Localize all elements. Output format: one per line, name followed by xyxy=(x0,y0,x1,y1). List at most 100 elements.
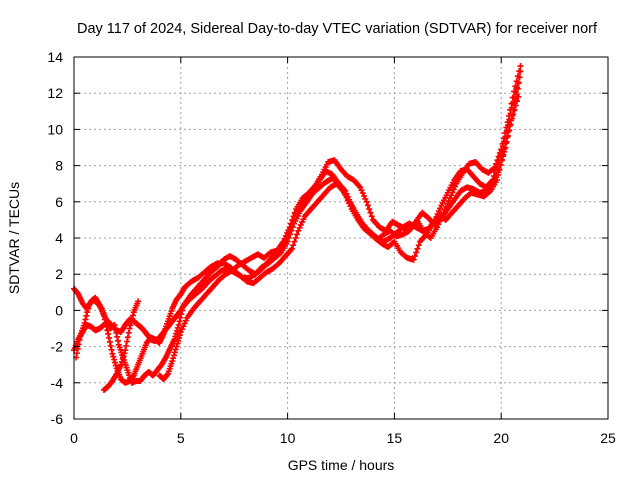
data-point-interp xyxy=(290,213,297,220)
data-point xyxy=(286,224,293,231)
x-axis-label: GPS time / hours xyxy=(288,457,395,473)
y-tick-label: 12 xyxy=(47,85,63,101)
data-point-interp xyxy=(505,128,512,135)
data-point-interp xyxy=(112,359,119,366)
data-point xyxy=(175,321,182,328)
data-point-interp xyxy=(174,340,181,347)
data-point-interp xyxy=(179,307,186,314)
data-point-interp xyxy=(499,140,506,147)
data-point-interp xyxy=(176,318,183,325)
data-point xyxy=(410,256,417,263)
data-point-interp xyxy=(415,242,422,249)
data-point-interp xyxy=(170,355,177,362)
data-point xyxy=(517,63,524,70)
data-point xyxy=(173,343,180,350)
data-point-interp xyxy=(504,134,511,141)
data-point-interp xyxy=(507,106,514,113)
data-point-interp xyxy=(364,202,371,209)
data-point-interp xyxy=(124,334,131,341)
data-point-interp xyxy=(496,166,503,173)
data-point-interp xyxy=(76,337,83,344)
data-point-interp xyxy=(106,334,113,341)
data-point-interp xyxy=(176,332,183,339)
data-point-interp xyxy=(173,327,180,334)
data-point-interp xyxy=(497,161,504,168)
data-point-interp xyxy=(110,353,117,360)
data-point-interp xyxy=(508,117,515,124)
data-point-interp xyxy=(112,325,119,332)
data-point-interp xyxy=(414,245,421,252)
data-point-interp xyxy=(97,304,104,311)
data-point-interp xyxy=(291,209,298,216)
data-point-interp xyxy=(123,338,130,345)
data-point-interp xyxy=(84,309,91,316)
grid xyxy=(74,57,608,419)
chart-title: Day 117 of 2024, Sidereal Day-to-day VTE… xyxy=(77,21,598,37)
data-point xyxy=(111,321,118,328)
data-point-interp xyxy=(174,324,181,331)
data-point-interp xyxy=(129,312,136,319)
data-point xyxy=(105,330,112,337)
data-point-interp xyxy=(509,94,516,101)
data-point xyxy=(500,151,507,158)
y-tick-label: -6 xyxy=(51,411,64,427)
data-point-interp xyxy=(85,305,92,312)
data-point-interp xyxy=(514,73,521,80)
y-tick-label: 14 xyxy=(47,49,63,65)
data-point-interp xyxy=(367,209,374,216)
data-point-interp xyxy=(516,68,523,75)
data-point xyxy=(171,336,178,343)
data-point-interp xyxy=(177,314,184,321)
data-point-interp xyxy=(366,206,373,213)
data-point-interp xyxy=(82,316,89,323)
data-point xyxy=(363,198,370,205)
x-tick-label: 10 xyxy=(280,430,296,446)
axis-ticks xyxy=(73,56,609,420)
y-tick-label: -4 xyxy=(51,375,64,391)
data-point-interp xyxy=(511,102,518,109)
data-point-interp xyxy=(127,322,134,329)
data-point-interp xyxy=(514,91,521,98)
data-point-interp xyxy=(107,342,114,349)
data-point-interp xyxy=(505,113,512,120)
data-point-interp xyxy=(123,342,130,349)
data-point xyxy=(109,350,116,357)
data-point-interp xyxy=(73,350,80,357)
data-point-interp xyxy=(175,337,182,344)
data-point-interp xyxy=(413,249,420,256)
data-point-interp xyxy=(119,355,126,362)
data-point xyxy=(122,347,129,354)
data-point-interp xyxy=(121,350,128,357)
x-tick-label: 15 xyxy=(387,430,403,446)
data-point-interp xyxy=(513,78,520,85)
data-point-interp xyxy=(508,100,515,107)
y-tick-label: 2 xyxy=(55,266,63,282)
data-point-interp xyxy=(494,157,501,164)
y-tick-label: 8 xyxy=(55,158,63,174)
data-point-interp xyxy=(503,124,510,131)
x-tick-label: 0 xyxy=(70,430,78,446)
data-point-interp xyxy=(108,346,115,353)
data-point-interp xyxy=(290,242,297,249)
data-point xyxy=(498,146,505,153)
data-point-interp xyxy=(112,362,119,369)
data-point xyxy=(135,298,142,305)
y-axis-label: SDTVAR / TECUs xyxy=(6,182,22,294)
data-point-interp xyxy=(178,311,185,318)
data-point xyxy=(491,164,498,171)
data-point xyxy=(288,245,295,252)
data-point-interp xyxy=(495,153,502,160)
data-point xyxy=(169,358,176,365)
data-point-interp xyxy=(173,330,180,337)
data-point-interp xyxy=(164,371,171,378)
data-point-interp xyxy=(292,235,299,241)
x-tick-label: 20 xyxy=(493,430,509,446)
y-tick-label: 4 xyxy=(55,230,63,246)
data-point-interp xyxy=(411,253,418,260)
data-point xyxy=(513,97,520,104)
data-points xyxy=(71,63,524,394)
data-point-interp xyxy=(114,333,121,340)
data-point xyxy=(117,361,124,368)
data-point xyxy=(493,177,500,184)
